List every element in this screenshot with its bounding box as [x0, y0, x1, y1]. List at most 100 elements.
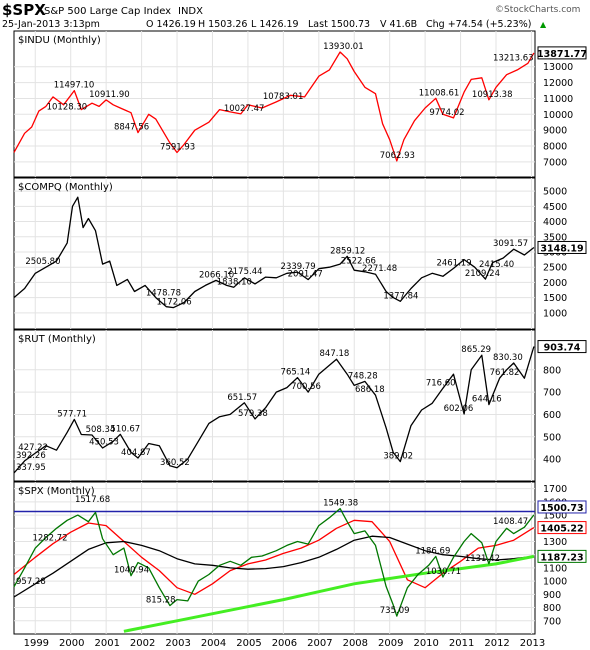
data-label: 686.18 — [355, 385, 385, 395]
data-label: 2505.80 — [25, 257, 60, 267]
date-label: 25-Jan-2013 3:13pm — [2, 19, 100, 30]
data-label: 716.60 — [426, 378, 456, 388]
data-label: 1549.38 — [323, 499, 358, 509]
data-label: 1040.94 — [114, 566, 149, 576]
y-tick-label: 900 — [543, 590, 561, 601]
panel-title: $RUT (Monthly) — [18, 334, 96, 345]
x-tick-label: 2011 — [449, 638, 474, 649]
y-tick-label: 600 — [543, 410, 561, 421]
series-line-ma-black — [13, 535, 534, 598]
data-label: 8847.56 — [114, 123, 149, 133]
data-label: 865.29 — [461, 345, 491, 355]
last-value-box — [537, 521, 587, 535]
y-tick-label: 4000 — [543, 217, 567, 228]
x-tick-label: 2008 — [343, 638, 368, 649]
panel-frame — [13, 177, 536, 330]
data-label: 508.34 — [86, 425, 116, 435]
series-line-price — [13, 346, 535, 474]
panel-title: $SPX (Monthly) — [18, 486, 95, 497]
data-label: 644.16 — [472, 395, 502, 405]
data-label: 957.28 — [16, 577, 46, 587]
last-value-label: 903.74 — [544, 343, 581, 354]
data-label: 2109.24 — [465, 269, 500, 279]
data-label: 2339.79 — [281, 262, 316, 272]
data-label: 9774.02 — [429, 108, 464, 118]
y-tick-label: 700 — [543, 616, 561, 627]
y-tick-label: 3500 — [543, 232, 567, 243]
data-label: 2066.10 — [199, 270, 234, 280]
low-label: L 1426.19 — [251, 19, 299, 30]
data-label: 761.82 — [490, 368, 520, 378]
exchange-label: INDX — [178, 6, 203, 17]
data-label: 2091.47 — [288, 270, 323, 280]
data-label: 815.28 — [146, 596, 176, 606]
x-tick-label: 2010 — [413, 638, 438, 649]
x-tick-label: 2005 — [236, 638, 261, 649]
y-tick-label: 1000 — [543, 308, 567, 319]
y-tick-label: 1500 — [543, 511, 567, 522]
data-label: 11497.10 — [54, 81, 95, 91]
last-label: Last 1500.73 — [308, 19, 370, 30]
x-tick-label: 2009 — [378, 638, 403, 649]
data-label: 427.22 — [18, 443, 48, 453]
data-label: 2522.66 — [341, 256, 376, 266]
x-tick-label: 1999 — [24, 638, 49, 649]
last-value-label: 1405.22 — [540, 524, 583, 535]
data-label: 337.95 — [16, 463, 46, 473]
data-label: 651.57 — [227, 393, 257, 403]
series-line-price — [13, 196, 535, 309]
data-label: 7591.93 — [160, 143, 195, 153]
last-value-label: 1187.23 — [540, 552, 583, 563]
y-tick-label: 1000 — [543, 577, 567, 588]
data-label: 2415.40 — [479, 260, 514, 270]
data-label: 847.18 — [320, 349, 350, 359]
data-label: 360.52 — [160, 458, 190, 468]
y-tick-label: 2000 — [543, 278, 567, 289]
change-up-icon: ▲ — [540, 20, 547, 29]
data-label: 1478.78 — [146, 288, 181, 298]
data-label: 1131.42 — [465, 554, 500, 564]
y-tick-label: 1700 — [543, 484, 567, 495]
data-label: 450.53 — [89, 438, 119, 448]
panel-title: $INDU (Monthly) — [18, 35, 101, 46]
data-label: 404.87 — [121, 448, 151, 458]
description-label: S&P 500 Large Cap Index — [44, 6, 171, 17]
data-label: 2271.48 — [362, 264, 397, 274]
last-value-label: 1500.73 — [540, 503, 583, 514]
y-tick-label: 700 — [543, 388, 561, 399]
x-tick-label: 2006 — [272, 638, 297, 649]
chart-header: $SPX S&P 500 Large Cap Index INDX ©Stock… — [2, 1, 580, 30]
data-label: 510.67 — [110, 424, 140, 434]
panel-frame — [13, 329, 536, 482]
data-label: 735.09 — [380, 606, 410, 616]
data-label: 392.26 — [16, 451, 46, 461]
y-tick-label: 11000 — [543, 94, 573, 105]
last-value-box — [537, 46, 587, 60]
data-label: 7062.93 — [380, 151, 415, 161]
x-tick-label: 2013 — [520, 638, 545, 649]
panel-frame — [13, 481, 536, 635]
data-label: 830.30 — [493, 353, 523, 363]
data-label: 1517.68 — [75, 495, 110, 505]
data-label: 1186.69 — [415, 546, 450, 556]
data-label: 748.28 — [348, 371, 378, 381]
data-label: 10027.47 — [224, 104, 265, 114]
data-label: 579.38 — [238, 409, 268, 419]
data-label: 1408.47 — [493, 517, 528, 527]
data-label: 577.71 — [57, 409, 87, 419]
data-label: 1172.06 — [156, 298, 191, 308]
x-tick-label: 2012 — [484, 638, 509, 649]
data-label: 1030.71 — [426, 567, 461, 577]
last-value-box — [537, 240, 587, 254]
data-label: 10783.01 — [263, 92, 304, 102]
data-label: 2859.12 — [330, 246, 365, 256]
y-tick-label: 1500 — [543, 293, 567, 304]
x-tick-label: 2004 — [201, 638, 226, 649]
y-tick-label: 7000 — [543, 157, 567, 168]
y-tick-label: 500 — [543, 432, 561, 443]
x-tick-label: 2003 — [165, 638, 190, 649]
y-tick-label: 13000 — [543, 62, 573, 73]
series-line-ma-green — [123, 554, 535, 633]
y-tick-label: 1100 — [543, 563, 567, 574]
